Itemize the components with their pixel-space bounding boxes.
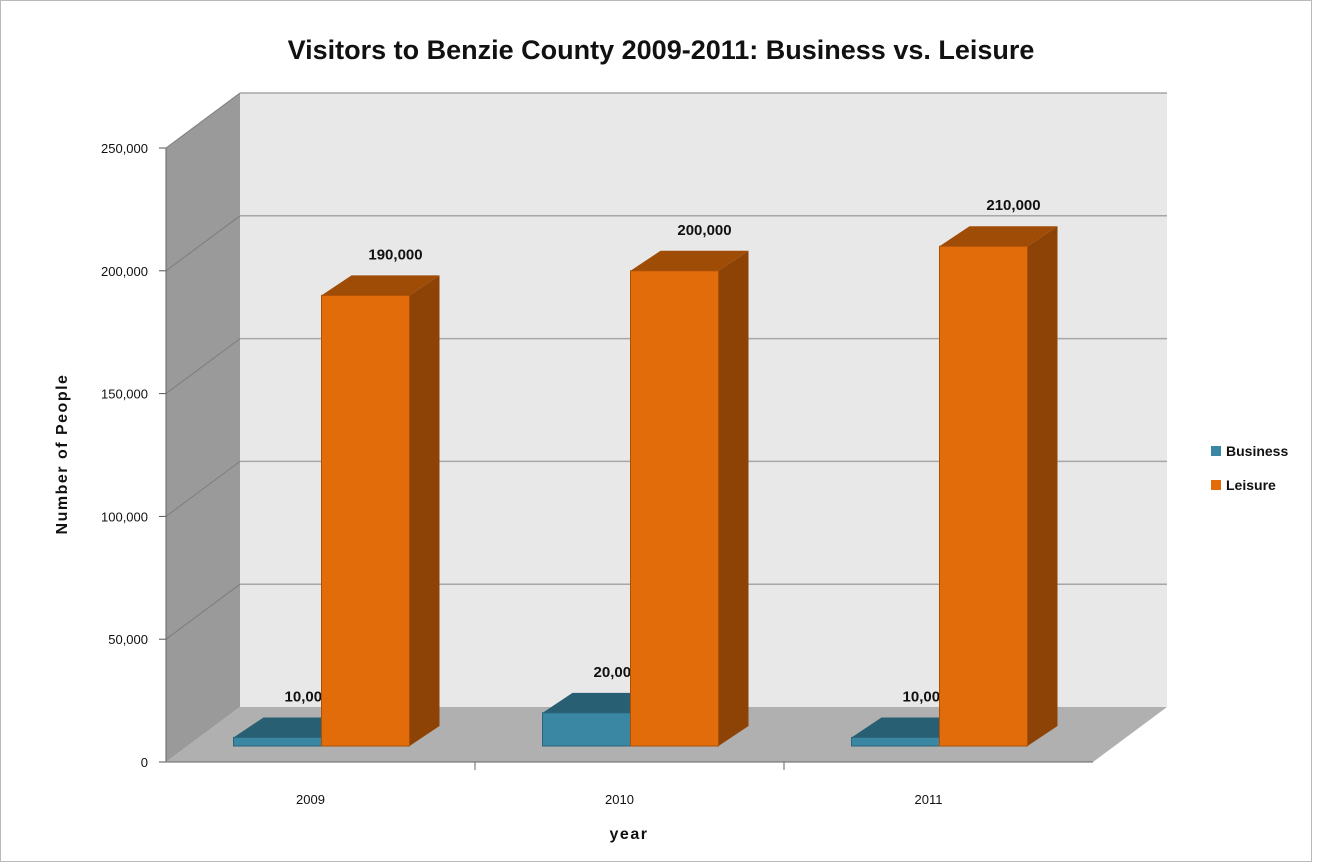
y-tick-label: 150,000 (101, 387, 148, 402)
bar-leisure-2009 (321, 275, 440, 747)
y-axis-title: Number of People (54, 374, 71, 535)
bar-side (718, 250, 749, 747)
gridline-side (165, 583, 241, 640)
gridline-side (165, 338, 241, 395)
data-label: 20,000 (594, 664, 640, 681)
data-label: 10,000 (285, 688, 331, 705)
bar-side (409, 275, 440, 746)
bar-front (542, 712, 631, 747)
bar-front (321, 294, 410, 747)
x-tick-label: 2011 (915, 792, 943, 807)
bar-front (851, 736, 940, 747)
x-tick-label: 2009 (296, 792, 325, 807)
gridline-side (165, 460, 241, 517)
bar-leisure-2010 (630, 250, 749, 747)
data-label: 210,000 (986, 197, 1040, 214)
y-tick-label: 200,000 (101, 264, 148, 279)
chart-title: Visitors to Benzie County 2009-2011: Bus… (288, 35, 1035, 65)
data-label: 200,000 (677, 222, 731, 239)
gridline-side (165, 215, 241, 272)
legend-swatch-leisure (1211, 480, 1221, 490)
y-tick-label: 100,000 (101, 509, 148, 524)
bar-front (233, 736, 322, 747)
side-wall (166, 93, 240, 762)
bar-top (630, 250, 749, 271)
x-axis-title: year (610, 826, 649, 843)
bar-top (939, 226, 1058, 247)
y-tick-label: 50,000 (108, 632, 148, 647)
gridline-side (165, 92, 241, 149)
bar-side (1027, 226, 1058, 747)
bar-top (321, 275, 440, 296)
legend-swatch-business (1211, 446, 1221, 456)
y-tick-label: 250,000 (101, 141, 148, 156)
plot-area: 0 50,000 100,000 150,000 200,000 250,000 2009 1… (101, 92, 1167, 807)
data-label: 190,000 (368, 246, 422, 263)
legend: Business Leisure (1211, 443, 1288, 493)
legend-label-leisure: Leisure (1226, 477, 1276, 493)
bar-front (630, 270, 719, 747)
bar-front (939, 245, 1028, 747)
x-tick-label: 2010 (605, 792, 634, 807)
legend-label-business: Business (1226, 443, 1288, 459)
bar-leisure-2011 (939, 226, 1058, 747)
y-tick-label: 0 (141, 755, 148, 770)
data-label: 10,000 (903, 688, 949, 705)
